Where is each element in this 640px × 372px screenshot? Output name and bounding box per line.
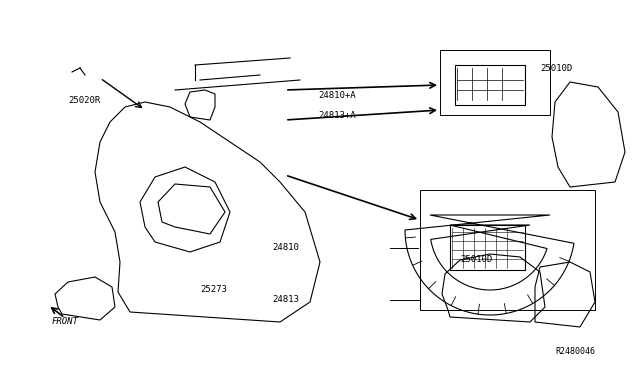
Text: 25010D: 25010D <box>460 256 492 264</box>
Text: 24813: 24813 <box>272 295 299 305</box>
Text: FRONT: FRONT <box>52 317 79 327</box>
Text: 24813+A: 24813+A <box>318 110 356 119</box>
Text: 25273: 25273 <box>200 285 227 295</box>
Text: R2480046: R2480046 <box>555 347 595 356</box>
Text: 25010D: 25010D <box>540 64 572 73</box>
Text: 25020R: 25020R <box>68 96 100 105</box>
Text: 24810+A: 24810+A <box>318 90 356 99</box>
Text: 24810: 24810 <box>272 244 299 253</box>
